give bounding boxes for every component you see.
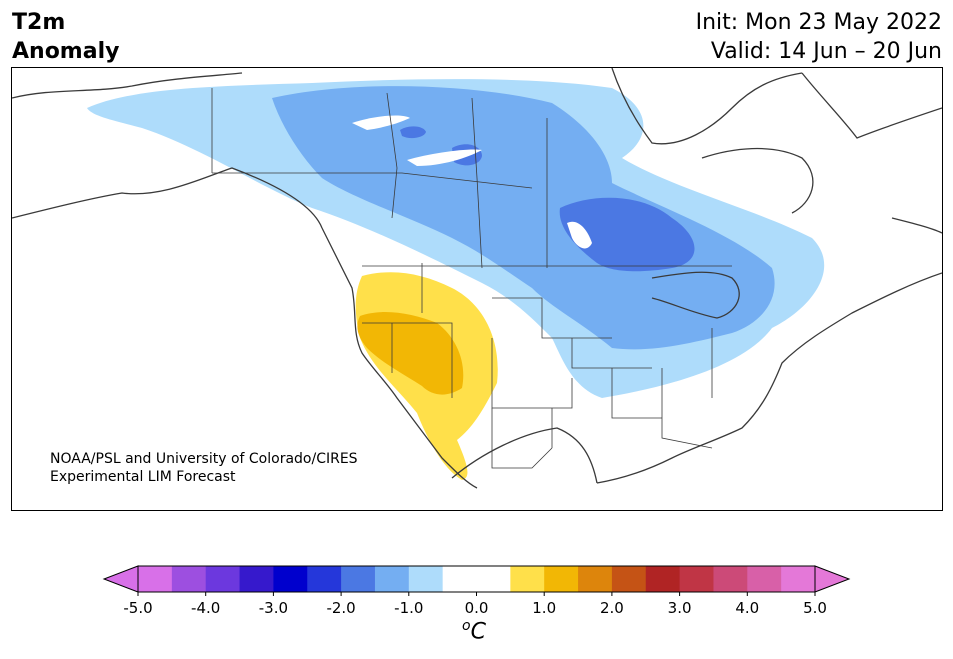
- colorbar-segment: [442, 566, 477, 592]
- colorbar-segment: [341, 566, 376, 592]
- colorbar-segment: [679, 566, 714, 592]
- colorbar-segment: [307, 566, 342, 592]
- colorbar-over-arrow: [814, 565, 851, 593]
- credit-text: NOAA/PSL and University of Colorado/CIRE…: [50, 450, 358, 486]
- unit-superscript: o: [462, 618, 471, 634]
- lake-white: [567, 221, 592, 249]
- date-info: Init: Mon 23 May 2022 Valid: 14 Jun – 20…: [696, 8, 942, 66]
- colorbar-tick-label: 3.0: [667, 599, 692, 617]
- colorbar-tick-label: -3.0: [258, 599, 289, 617]
- unit-text: C: [470, 619, 486, 645]
- colorbar-segment: [476, 566, 511, 592]
- init-date: Init: Mon 23 May 2022: [695, 10, 942, 35]
- colorbar-tick-label: -5.0: [123, 599, 153, 617]
- credit-line-2: Experimental LIM Forecast: [50, 469, 236, 485]
- cool-anomaly-region-dark: [559, 197, 695, 272]
- unit-label: oC: [462, 618, 486, 644]
- chart-title: T2m Anomaly: [12, 8, 119, 66]
- colorbar-tick-label: -2.0: [326, 599, 356, 617]
- colorbar-segment: [205, 566, 241, 592]
- colorbar-tick-label: 0.0: [464, 599, 489, 617]
- cool-anomaly-spot-2: [400, 126, 426, 139]
- lake-white: [407, 149, 482, 166]
- title-line-1: T2m: [12, 10, 66, 35]
- credit-line-1: NOAA/PSL and University of Colorado/CIRE…: [50, 451, 358, 467]
- colorbar-under-arrow: [102, 565, 139, 593]
- colorbar-segment: [273, 566, 308, 592]
- coastlines: [12, 68, 942, 489]
- colorbar-segment: [781, 566, 816, 592]
- colorbar-tick-label: 4.0: [735, 599, 760, 617]
- map-panel: NOAA/PSL and University of Colorado/CIRE…: [11, 67, 943, 511]
- colorbar-segment: [510, 566, 545, 592]
- colorbar-tick-label: 5.0: [803, 599, 827, 617]
- colorbar-segment: [611, 566, 647, 592]
- colorbar-tick-label: -4.0: [191, 599, 221, 617]
- colorbar-segment: [645, 566, 681, 592]
- colorbar-tick-label: 2.0: [599, 599, 624, 617]
- lake-white: [352, 115, 410, 130]
- colorbar-segment: [171, 566, 207, 592]
- political-borders: [211, 88, 732, 469]
- colorbar-segment: [408, 566, 444, 592]
- valid-range: Valid: 14 Jun – 20 Jun: [710, 39, 942, 64]
- colorbar-segment: [713, 566, 748, 592]
- colorbar-tick-label: -1.0: [394, 599, 424, 617]
- anomaly-map: [12, 68, 942, 489]
- colorbar-segment: [138, 566, 173, 592]
- title-line-2: Anomaly: [12, 39, 120, 64]
- cool-anomaly-region-medium: [272, 86, 775, 350]
- colorbar-segment: [544, 566, 579, 592]
- colorbar-segment: [374, 566, 410, 592]
- colorbar-tick-label: 1.0: [532, 599, 557, 617]
- colorbar-segment: [239, 566, 274, 592]
- colorbar-segment: [747, 566, 782, 592]
- colorbar-segment: [578, 566, 613, 592]
- warm-anomaly-region-dark: [357, 312, 464, 395]
